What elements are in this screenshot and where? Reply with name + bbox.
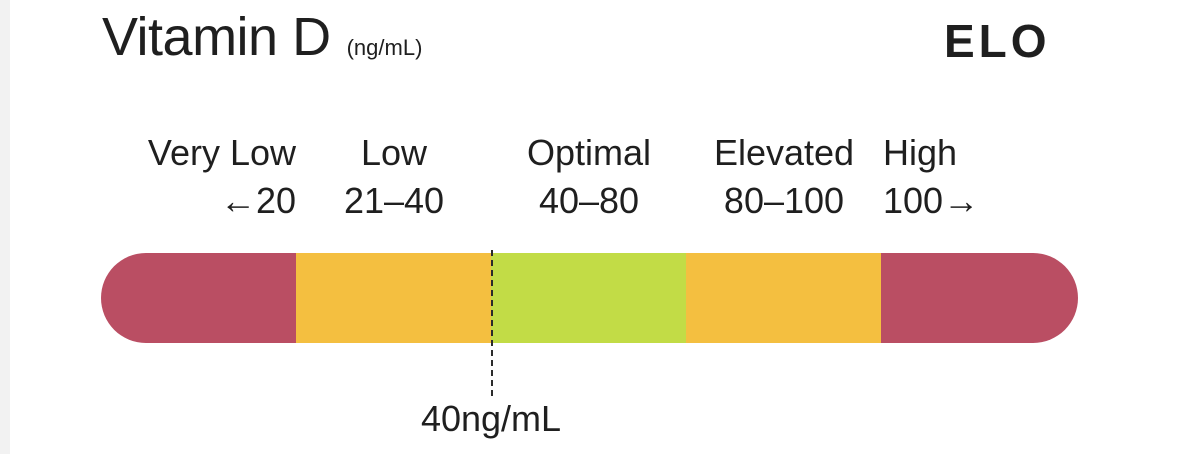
zone-label-optimal: Optimal <box>526 132 652 173</box>
value-marker-line <box>491 250 493 396</box>
elo-logo: ELO <box>944 15 1051 67</box>
chart-title: Vitamin D <box>102 7 331 67</box>
zone-label-low: Low <box>360 132 428 173</box>
value-marker-label: 40ng/mL <box>420 398 562 439</box>
chart-unit: (ng/mL) <box>346 35 423 60</box>
range-bar <box>101 253 1078 343</box>
zone-segment-very-low <box>101 253 296 343</box>
zone-range-high: 100→ <box>883 180 980 221</box>
zone-segment-high <box>881 253 1078 343</box>
zone-range-elevated: 80–100 <box>723 180 845 221</box>
zone-range-optimal: 40–80 <box>538 180 640 221</box>
zone-segment-elevated <box>686 253 881 343</box>
zone-label-very-low: Very Low <box>147 132 296 173</box>
zone-segment-optimal <box>491 253 686 343</box>
left-edge-strip <box>0 0 10 454</box>
zone-range-low: 21–40 <box>343 180 445 221</box>
zone-range-very-low: ←20 <box>219 180 296 221</box>
zone-label-high: High <box>883 132 958 173</box>
chart-header: Vitamin D (ng/mL) <box>102 6 422 68</box>
zone-label-elevated: Elevated <box>713 132 855 173</box>
zone-segment-low <box>296 253 491 343</box>
